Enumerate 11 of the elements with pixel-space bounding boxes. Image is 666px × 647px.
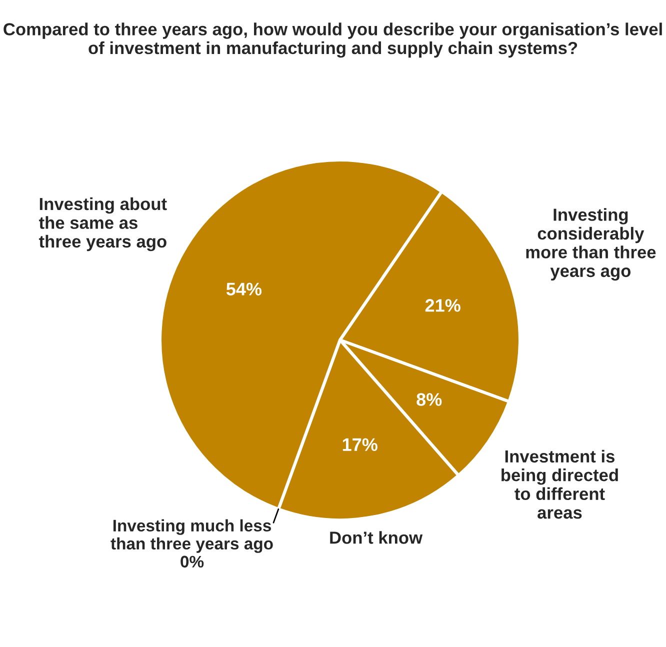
- chart-title: Compared to three years ago, how would you describe your organisation’s level of investment in manufacturing and supply chain systems?: [4, 22, 662, 58]
- slice-label: Investing about the same as three years ago: [38, 197, 167, 252]
- data-label: 21%: [425, 299, 460, 312]
- slice-label: Investing considerably more than three years ago: [526, 208, 656, 281]
- data-label: 17%: [342, 438, 378, 451]
- slice-label: Don’t know: [330, 531, 423, 544]
- text: 0%: [180, 556, 204, 568]
- legend-label: Investing much less than three years ago: [110, 519, 273, 553]
- data-label: 8%: [416, 393, 442, 406]
- slice-label: Investment is being directed to different areas: [502, 450, 618, 519]
- data-label: 54%: [226, 282, 262, 296]
